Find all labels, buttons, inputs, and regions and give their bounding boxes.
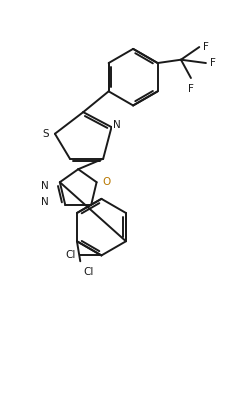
Text: F: F [203,42,209,52]
Text: N: N [41,197,49,206]
Text: Cl: Cl [65,250,76,261]
Text: N: N [41,181,49,191]
Text: N: N [113,120,121,130]
Text: O: O [103,177,111,187]
Text: F: F [210,58,216,68]
Text: F: F [188,84,194,94]
Text: S: S [42,129,49,139]
Text: Cl: Cl [84,267,94,277]
